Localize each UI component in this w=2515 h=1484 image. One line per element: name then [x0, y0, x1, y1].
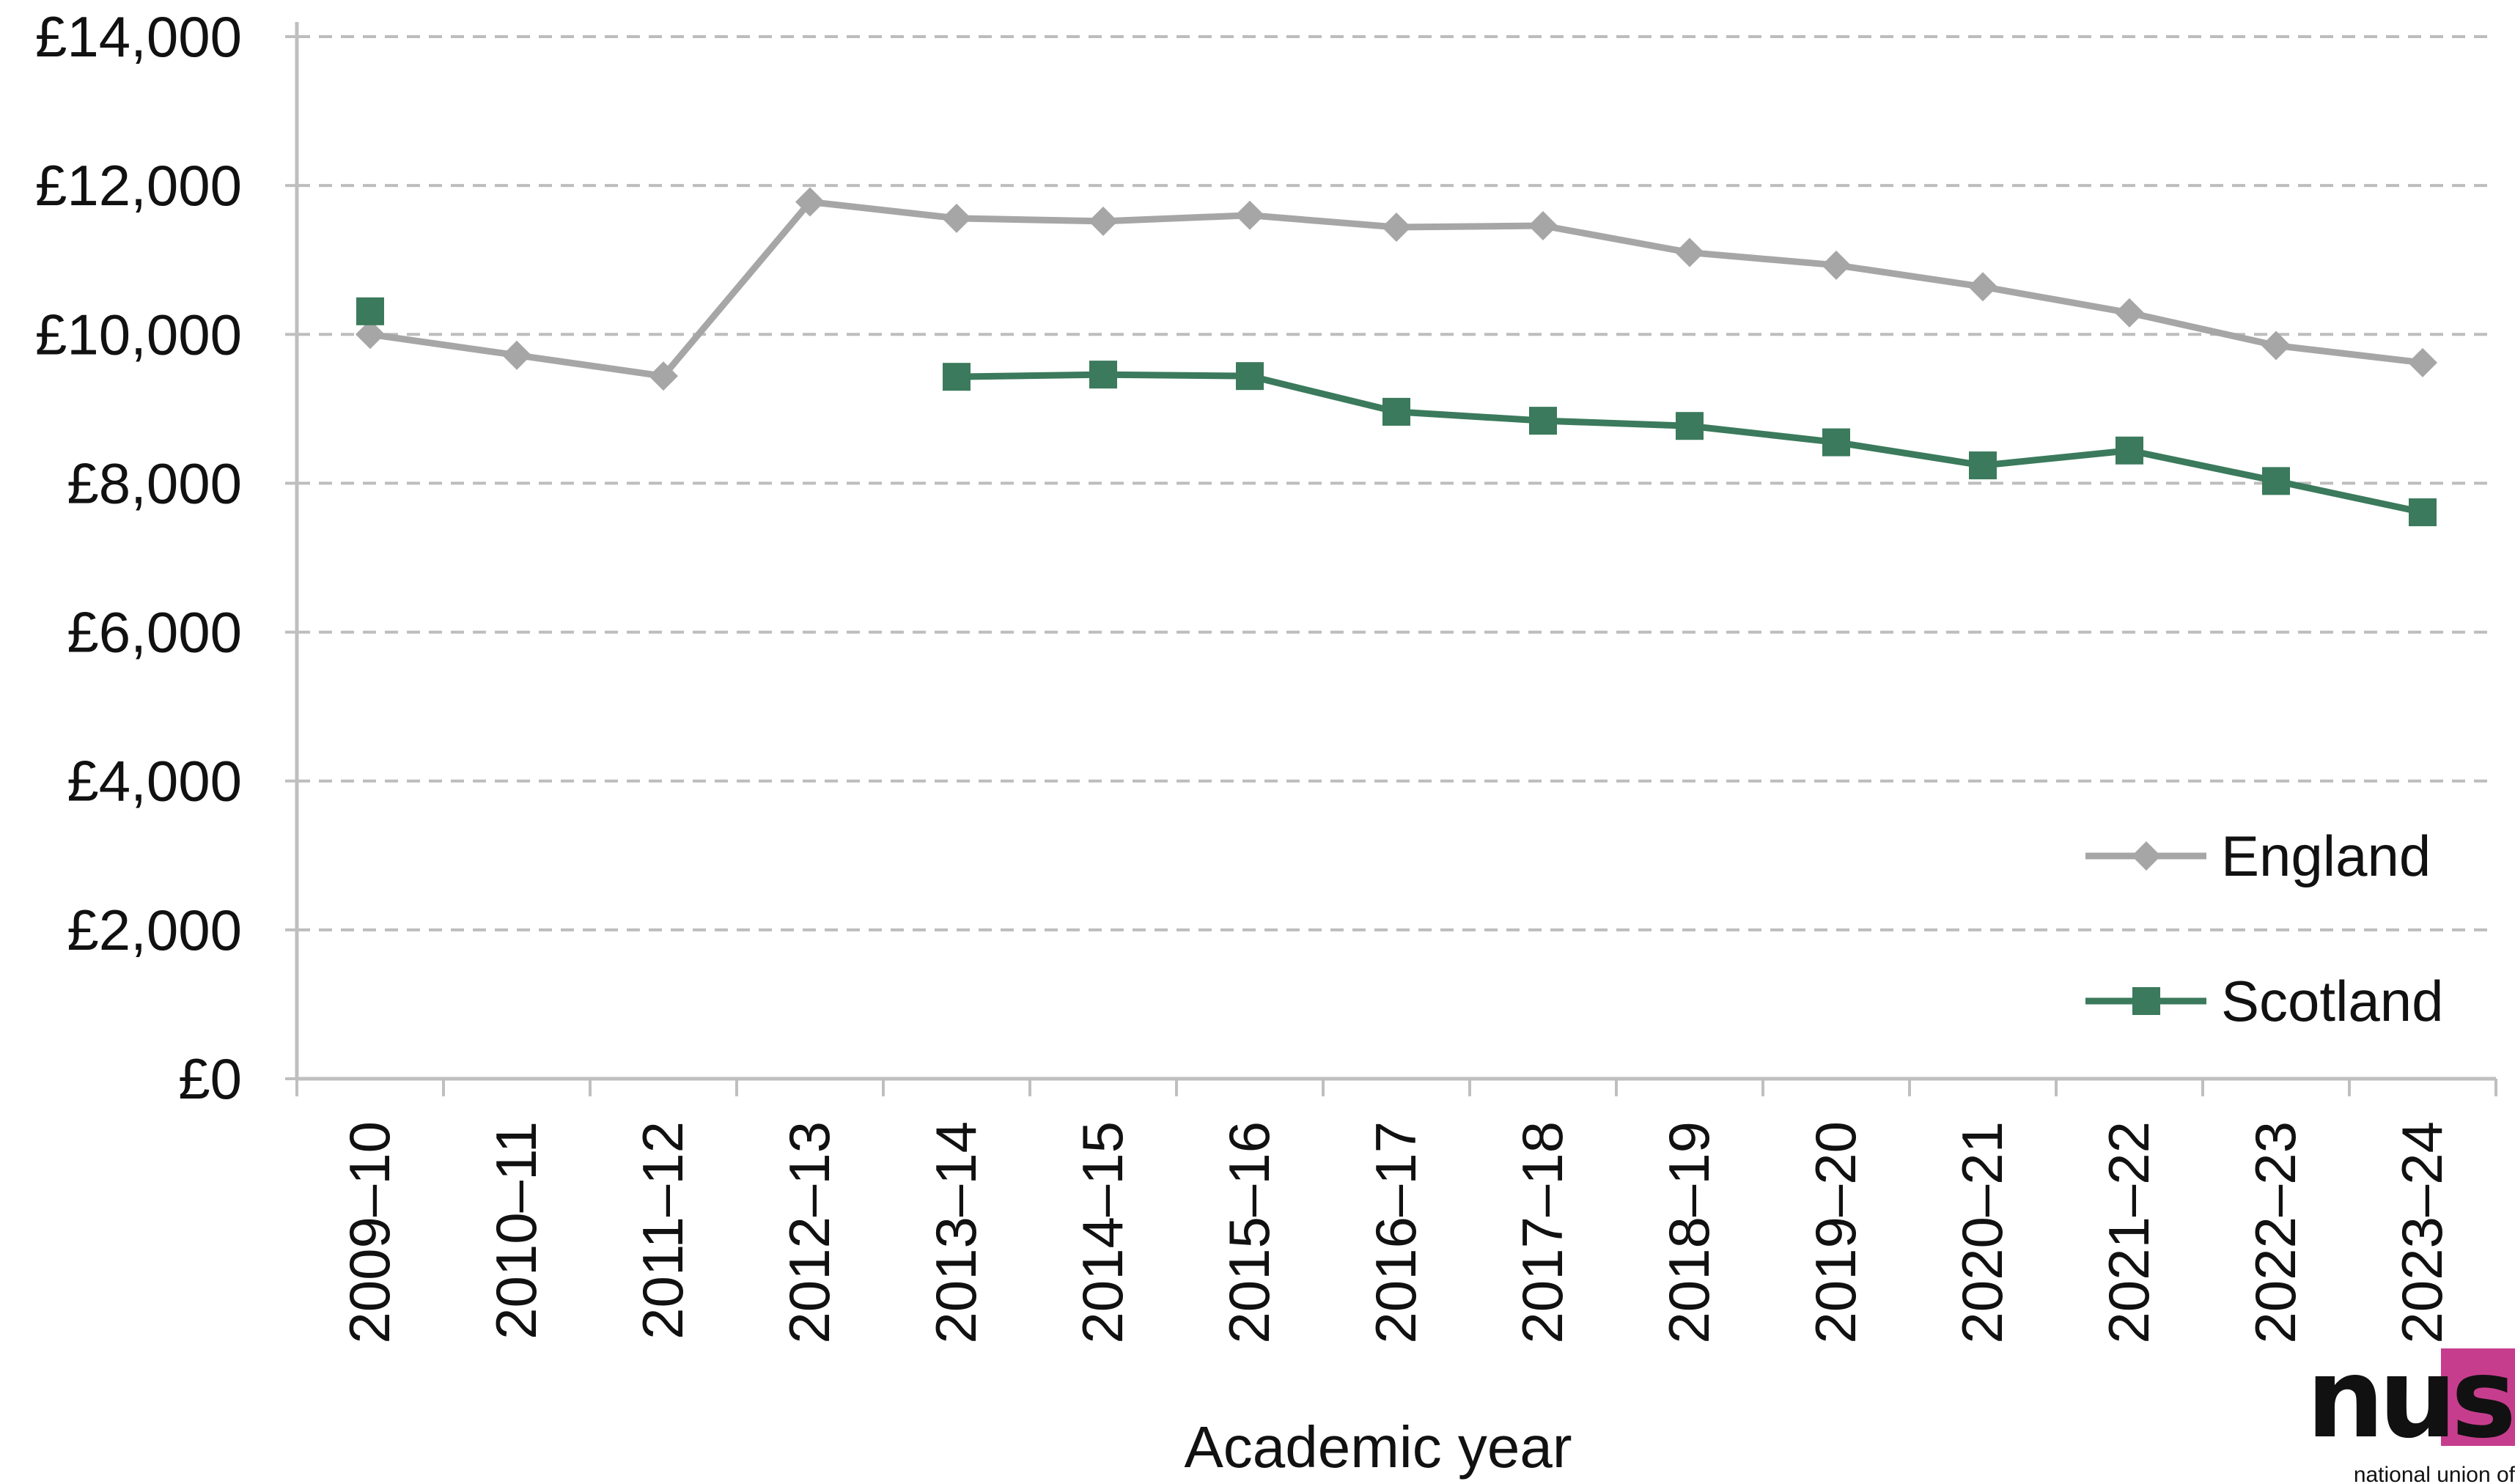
england-point	[649, 361, 678, 391]
x-axis-title: Academic year	[1184, 1414, 1572, 1480]
scotland-point	[1089, 361, 1117, 389]
nus-logo: nus national union of	[2306, 1335, 2515, 1484]
england-point	[1822, 250, 1851, 280]
series-layer	[356, 187, 2437, 527]
x-tick-label: 2009–10	[337, 1121, 402, 1344]
x-tick-label: 2014–15	[1070, 1121, 1135, 1344]
axes	[295, 22, 2496, 1081]
england-point	[795, 187, 825, 217]
legend-label-england: England	[2221, 824, 2431, 888]
scotland-point	[1236, 362, 1264, 391]
legend-marker-scotland	[2132, 987, 2160, 1015]
scotland-point	[1969, 451, 1997, 480]
scotland-point	[2116, 436, 2143, 465]
x-tick-label: 2022–23	[2243, 1121, 2308, 1344]
x-tick-label: 2015–16	[1217, 1121, 1281, 1344]
y-tick-label: £12,000	[35, 153, 242, 218]
x-tick-label: 2012–13	[777, 1121, 842, 1344]
england-point	[1968, 272, 1997, 302]
england-point	[2408, 347, 2437, 377]
series-england	[356, 187, 2437, 391]
x-tick-label: 2018–19	[1657, 1121, 1721, 1344]
y-tick-label: £6,000	[67, 600, 242, 665]
scotland-point	[2409, 498, 2437, 527]
x-tick-label: 2010–11	[484, 1121, 548, 1340]
gridlines	[297, 35, 2496, 931]
england-point	[942, 203, 971, 233]
y-tick-label: £10,000	[35, 302, 242, 366]
x-tick-label: 2011–12	[630, 1121, 695, 1340]
scotland-point	[943, 363, 971, 391]
x-tick-label: 2016–17	[1363, 1121, 1428, 1344]
legend-label-scotland: Scotland	[2221, 969, 2444, 1033]
logo-accent-block	[2441, 1348, 2515, 1446]
england-point	[2115, 298, 2144, 328]
england-point	[356, 320, 385, 350]
y-tick-label: £2,000	[67, 898, 242, 962]
series-scotland	[356, 297, 2437, 527]
scotland-point	[1529, 407, 1557, 435]
england-point	[1235, 200, 1264, 230]
y-tick-label: £4,000	[67, 749, 242, 813]
scotland-point	[356, 297, 384, 325]
scotland-point	[1382, 397, 1410, 426]
y-tick-label: £8,000	[67, 451, 242, 515]
y-tick-label: £0	[178, 1046, 242, 1111]
scotland-line	[956, 371, 2423, 516]
england-point	[2261, 331, 2291, 361]
england-point	[1382, 213, 1411, 243]
y-axis-ticks: £0 £2,000 £4,000 £6,000 £8,000 £10,000 £12,000…	[35, 4, 297, 1111]
scotland-point	[1676, 412, 1704, 440]
england-point	[1089, 206, 1118, 236]
x-tick-label: 2019–20	[1803, 1121, 1868, 1344]
x-tick-label: 2020–21	[1950, 1121, 2014, 1344]
england-point	[1528, 210, 1558, 240]
logo-subtitle: national union of	[2354, 1463, 2515, 1484]
england-point	[502, 340, 531, 370]
legend-marker-england	[2132, 841, 2161, 871]
x-tick-label: 2021–22	[2096, 1121, 2161, 1344]
legend: England Scotland	[2085, 824, 2444, 1033]
x-tick-label: 2023–24	[2390, 1121, 2454, 1344]
y-tick-label: £14,000	[35, 4, 242, 69]
logo-wordmark: nus	[2306, 1335, 2512, 1463]
x-axis-ticks: 2009–10 2010–11 2011–12 2012–13 2013–14 2014–…	[295, 1079, 2497, 1344]
x-tick-label: 2017–18	[1510, 1121, 1575, 1344]
scotland-point	[2262, 467, 2290, 495]
x-tick-label: 2013–14	[924, 1121, 988, 1344]
england-point	[1675, 237, 1704, 267]
scotland-point	[1822, 428, 1850, 457]
